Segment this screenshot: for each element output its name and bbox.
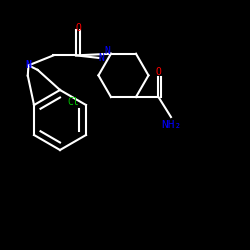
Text: N: N: [26, 60, 32, 70]
Text: N: N: [104, 46, 110, 56]
Text: O: O: [156, 67, 162, 77]
Text: N: N: [98, 53, 104, 63]
Text: O: O: [76, 23, 82, 33]
Text: Cl: Cl: [68, 98, 79, 108]
Text: NH₂: NH₂: [161, 120, 181, 130]
